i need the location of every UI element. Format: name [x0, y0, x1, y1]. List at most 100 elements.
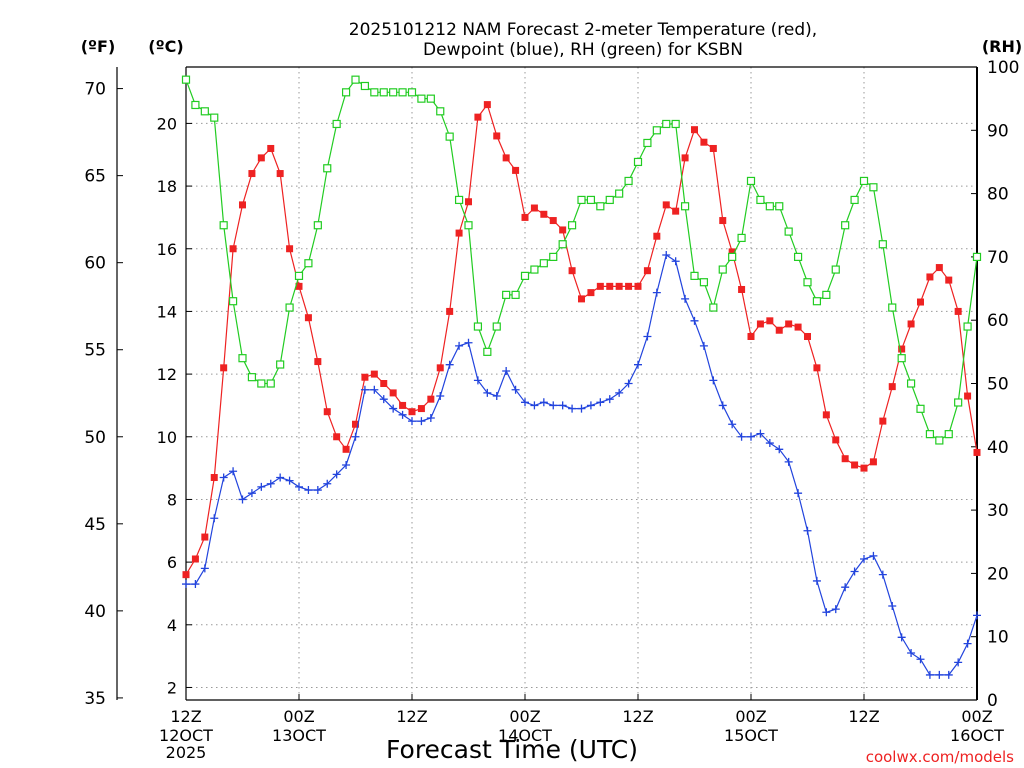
- dewpoint-point: [191, 580, 200, 589]
- dewpoint-point: [850, 567, 859, 576]
- rh-point: [954, 398, 963, 407]
- dewpoint-point: [530, 401, 539, 410]
- dewpoint-point: [822, 608, 831, 617]
- celsius-tick-label: 12: [157, 365, 177, 384]
- temperature-point: [672, 207, 680, 215]
- dewpoint-point: [568, 404, 577, 413]
- x-tick-sublabel: 15OCT: [724, 726, 778, 745]
- dewpoint-point: [944, 670, 953, 679]
- dewpoint-point: [860, 554, 868, 563]
- temperature-point: [888, 383, 896, 391]
- unit-label-fahrenheit: (ºF): [81, 37, 116, 56]
- temperature-point: [521, 213, 529, 221]
- rh-point: [210, 113, 219, 122]
- temperature-point: [964, 392, 972, 400]
- temperature-point: [239, 201, 246, 209]
- dewpoint-point: [586, 401, 595, 410]
- rh-point: [370, 88, 379, 97]
- rh-point: [690, 271, 699, 280]
- dewpoint-point: [897, 633, 906, 642]
- dewpoint-point: [812, 576, 821, 585]
- rh-point: [379, 88, 388, 97]
- rh-point: [643, 138, 652, 148]
- dewpoint-point: [605, 395, 614, 404]
- x-tick-label: 12Z: [170, 707, 201, 726]
- temperature-point: [615, 282, 623, 290]
- dewpoint-point: [681, 294, 690, 303]
- rh-point: [831, 265, 840, 274]
- temperature-point: [691, 126, 698, 134]
- rh-point: [652, 126, 661, 135]
- rh-tick-label: 0: [987, 691, 998, 711]
- rh-tick-label: 100: [987, 58, 1019, 78]
- rh-point: [492, 322, 501, 331]
- celsius-tick-label: 4: [167, 616, 177, 635]
- celsius-tick-label: 2: [167, 678, 177, 697]
- rh-point: [925, 430, 935, 439]
- unit-label-celsius: (ºC): [148, 37, 183, 56]
- temperature-point: [474, 113, 482, 121]
- temperature-point: [248, 170, 256, 178]
- temperature-point: [973, 448, 981, 456]
- rh-point: [737, 233, 746, 243]
- series-line-temperature: [185, 103, 978, 576]
- data-series: [181, 75, 982, 679]
- dewpoint-point: [954, 658, 963, 667]
- rh-point: [332, 119, 341, 129]
- dewpoint-point: [577, 404, 586, 413]
- temperature-point: [417, 405, 425, 413]
- celsius-tick-label: 18: [157, 177, 177, 196]
- temperature-point: [323, 408, 331, 416]
- dewpoint-point: [662, 251, 671, 260]
- rh-point: [765, 202, 774, 211]
- dewpoint-point: [869, 551, 878, 560]
- temperature-point: [446, 307, 454, 315]
- dewpoint-point: [464, 338, 473, 347]
- credit-link[interactable]: coolwx.com/models: [866, 748, 1014, 766]
- rh-tick-label: 50: [987, 375, 1009, 395]
- rh-point: [219, 221, 228, 230]
- dewpoint-point: [238, 495, 247, 504]
- dewpoint-point: [436, 392, 445, 401]
- temperature-point: [860, 464, 868, 472]
- dewpoint-point: [285, 476, 294, 485]
- temperature-point: [502, 154, 510, 162]
- temperature-point: [540, 210, 548, 218]
- temperature-point: [286, 245, 294, 253]
- temperature-point: [935, 264, 943, 272]
- dewpoint-point: [313, 486, 322, 495]
- celsius-tick-label: 16: [157, 240, 177, 259]
- temperature-point: [804, 332, 811, 340]
- temperature-point: [295, 282, 303, 290]
- dewpoint-point: [379, 395, 388, 404]
- dewpoint-point: [831, 605, 840, 614]
- rh-point: [436, 107, 445, 116]
- series-line-dewpoint: [186, 254, 978, 676]
- temperature-point: [465, 198, 472, 206]
- temperature-point: [512, 166, 520, 174]
- temperature-point: [559, 226, 567, 234]
- rh-point: [605, 195, 614, 205]
- fahrenheit-tick-label: 50: [84, 428, 106, 448]
- temperature-point: [634, 282, 642, 290]
- fahrenheit-tick-label: 45: [84, 515, 106, 535]
- dewpoint-point: [398, 410, 407, 419]
- rh-point: [549, 252, 558, 261]
- temperature-point: [879, 417, 887, 425]
- rh-point: [238, 354, 247, 363]
- dewpoint-point: [624, 379, 633, 388]
- rh-point: [878, 240, 887, 249]
- rh-point: [577, 195, 586, 205]
- rh-point: [972, 252, 982, 261]
- dewpoint-point: [699, 341, 708, 350]
- temperature-point: [794, 323, 802, 331]
- dewpoint-point: [445, 360, 454, 369]
- dewpoint-point: [229, 467, 238, 476]
- chart-title-line-1: 2025101212 NAM Forecast 2-meter Temperat…: [349, 20, 817, 40]
- axes: [116, 66, 978, 701]
- dewpoint-point: [718, 401, 727, 410]
- x-tick-label: 12Z: [848, 707, 879, 726]
- dewpoint-point: [549, 401, 558, 410]
- rh-point: [539, 259, 548, 268]
